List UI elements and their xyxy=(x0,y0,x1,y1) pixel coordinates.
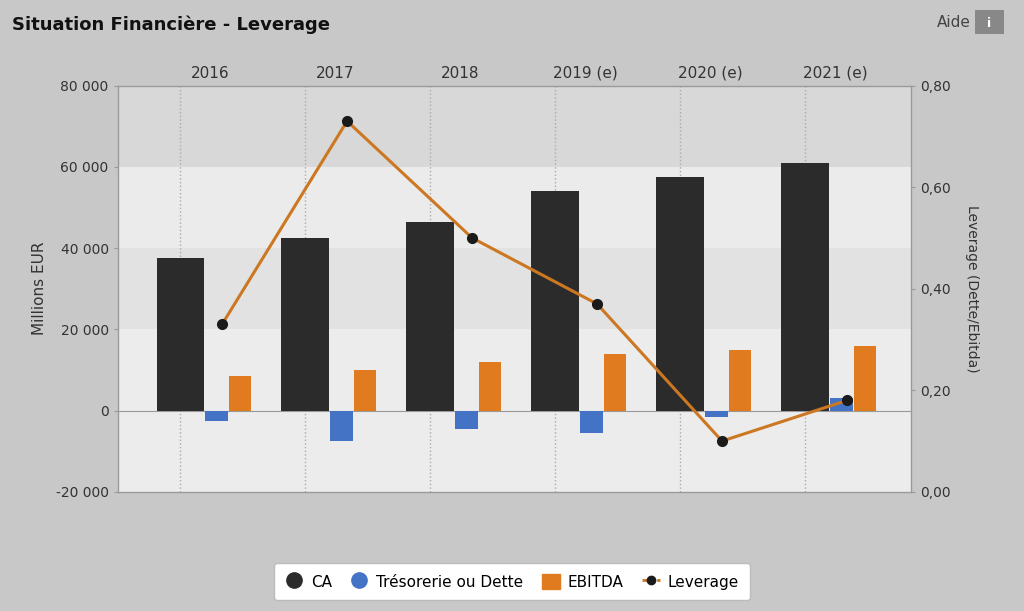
Bar xyxy=(118,86,911,167)
Bar xyxy=(531,191,579,411)
Bar xyxy=(330,411,352,441)
Bar xyxy=(830,398,853,411)
Bar xyxy=(456,411,477,429)
Bar xyxy=(118,248,911,329)
Bar xyxy=(581,411,603,433)
Bar xyxy=(604,354,627,411)
Bar xyxy=(157,258,204,411)
Text: Aide: Aide xyxy=(937,15,971,31)
Legend: CA, Trésorerie ou Dette, EBITDA, Leverage: CA, Trésorerie ou Dette, EBITDA, Leverag… xyxy=(274,563,750,600)
Bar xyxy=(118,411,911,492)
Bar xyxy=(282,238,329,411)
Bar xyxy=(118,167,911,248)
Bar xyxy=(354,370,377,411)
Bar xyxy=(229,376,252,411)
Bar xyxy=(656,177,703,411)
Bar xyxy=(479,362,502,411)
Bar xyxy=(118,329,911,411)
Y-axis label: Leverage (Dette/Ebitda): Leverage (Dette/Ebitda) xyxy=(965,205,979,373)
Y-axis label: Millions EUR: Millions EUR xyxy=(33,242,47,335)
Text: Situation Financière - Leverage: Situation Financière - Leverage xyxy=(12,15,331,34)
Bar xyxy=(407,222,454,411)
Bar xyxy=(205,411,227,421)
Bar xyxy=(706,411,728,417)
Bar xyxy=(729,349,752,411)
Text: i: i xyxy=(987,16,991,30)
Bar xyxy=(854,346,877,411)
Bar xyxy=(781,163,828,411)
